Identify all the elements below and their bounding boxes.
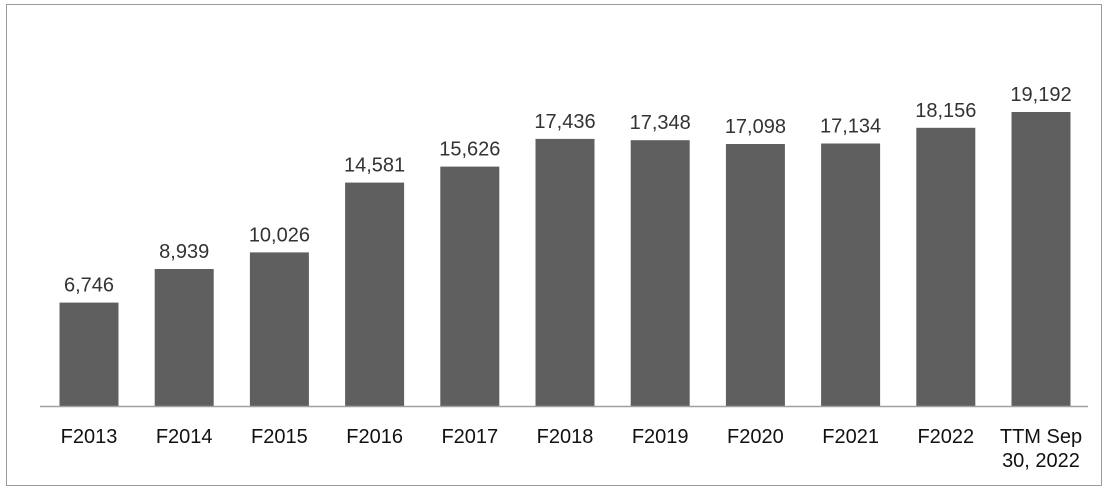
value-label-9: 17,134 — [820, 116, 881, 138]
bar-8 — [725, 144, 785, 406]
category-label-10: F2022 — [917, 426, 974, 448]
bar-5 — [440, 166, 500, 406]
value-label-3: 10,026 — [249, 224, 310, 246]
value-label-4: 14,581 — [344, 155, 405, 177]
category-label-3: F2015 — [251, 426, 308, 448]
value-label-8: 17,098 — [725, 116, 786, 138]
category-label-4: F2016 — [346, 426, 403, 448]
value-label-5: 15,626 — [439, 139, 500, 161]
bar-7 — [630, 140, 690, 406]
bar-6 — [535, 138, 595, 406]
bar-11 — [1011, 112, 1071, 406]
value-label-1: 6,746 — [64, 275, 114, 297]
category-label-1: F2013 — [61, 426, 118, 448]
category-label-11-line-2: 30, 2022 — [1002, 450, 1080, 472]
value-label-6: 17,436 — [534, 111, 595, 133]
bar-9 — [821, 143, 881, 406]
value-label-2: 8,939 — [159, 241, 209, 263]
value-label-11: 19,192 — [1010, 84, 1071, 106]
bar-10 — [916, 127, 976, 407]
bar-3 — [249, 252, 309, 406]
category-label-2: F2014 — [156, 426, 213, 448]
value-label-10: 18,156 — [915, 100, 976, 122]
bar-2 — [154, 269, 214, 406]
category-label-11-line-1: TTM Sep — [1000, 426, 1082, 448]
value-label-7: 17,348 — [630, 112, 691, 134]
category-label-6: F2018 — [537, 426, 594, 448]
category-label-9: F2021 — [822, 426, 879, 448]
bar-4 — [345, 182, 405, 406]
category-label-7: F2019 — [632, 426, 689, 448]
category-label-5: F2017 — [441, 426, 498, 448]
category-label-8: F2020 — [727, 426, 784, 448]
bar-1 — [59, 302, 119, 406]
